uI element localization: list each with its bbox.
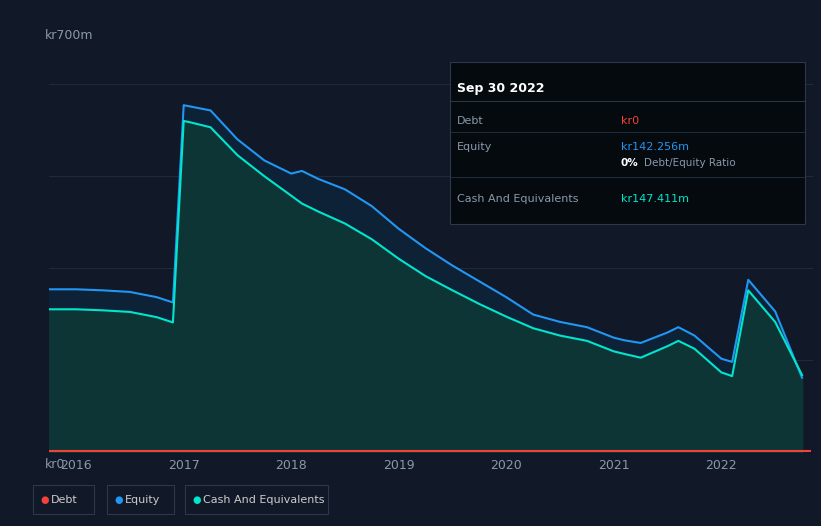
Text: ●: ● [114,494,122,505]
Text: ●: ● [40,494,48,505]
Text: ●: ● [192,494,200,505]
Text: Equity: Equity [456,143,492,153]
Text: Debt: Debt [51,494,78,505]
Text: Equity: Equity [125,494,160,505]
Text: Cash And Equivalents: Cash And Equivalents [203,494,324,505]
Text: Debt: Debt [456,116,484,126]
Text: kr0: kr0 [621,116,639,126]
Text: kr700m: kr700m [45,29,94,42]
Text: kr0: kr0 [45,458,66,471]
Text: 0%: 0% [621,158,638,168]
Text: Sep 30 2022: Sep 30 2022 [456,82,544,95]
Text: kr142.256m: kr142.256m [621,143,689,153]
Text: Cash And Equivalents: Cash And Equivalents [456,194,578,204]
Text: kr147.411m: kr147.411m [621,194,689,204]
Text: Debt/Equity Ratio: Debt/Equity Ratio [644,158,735,168]
